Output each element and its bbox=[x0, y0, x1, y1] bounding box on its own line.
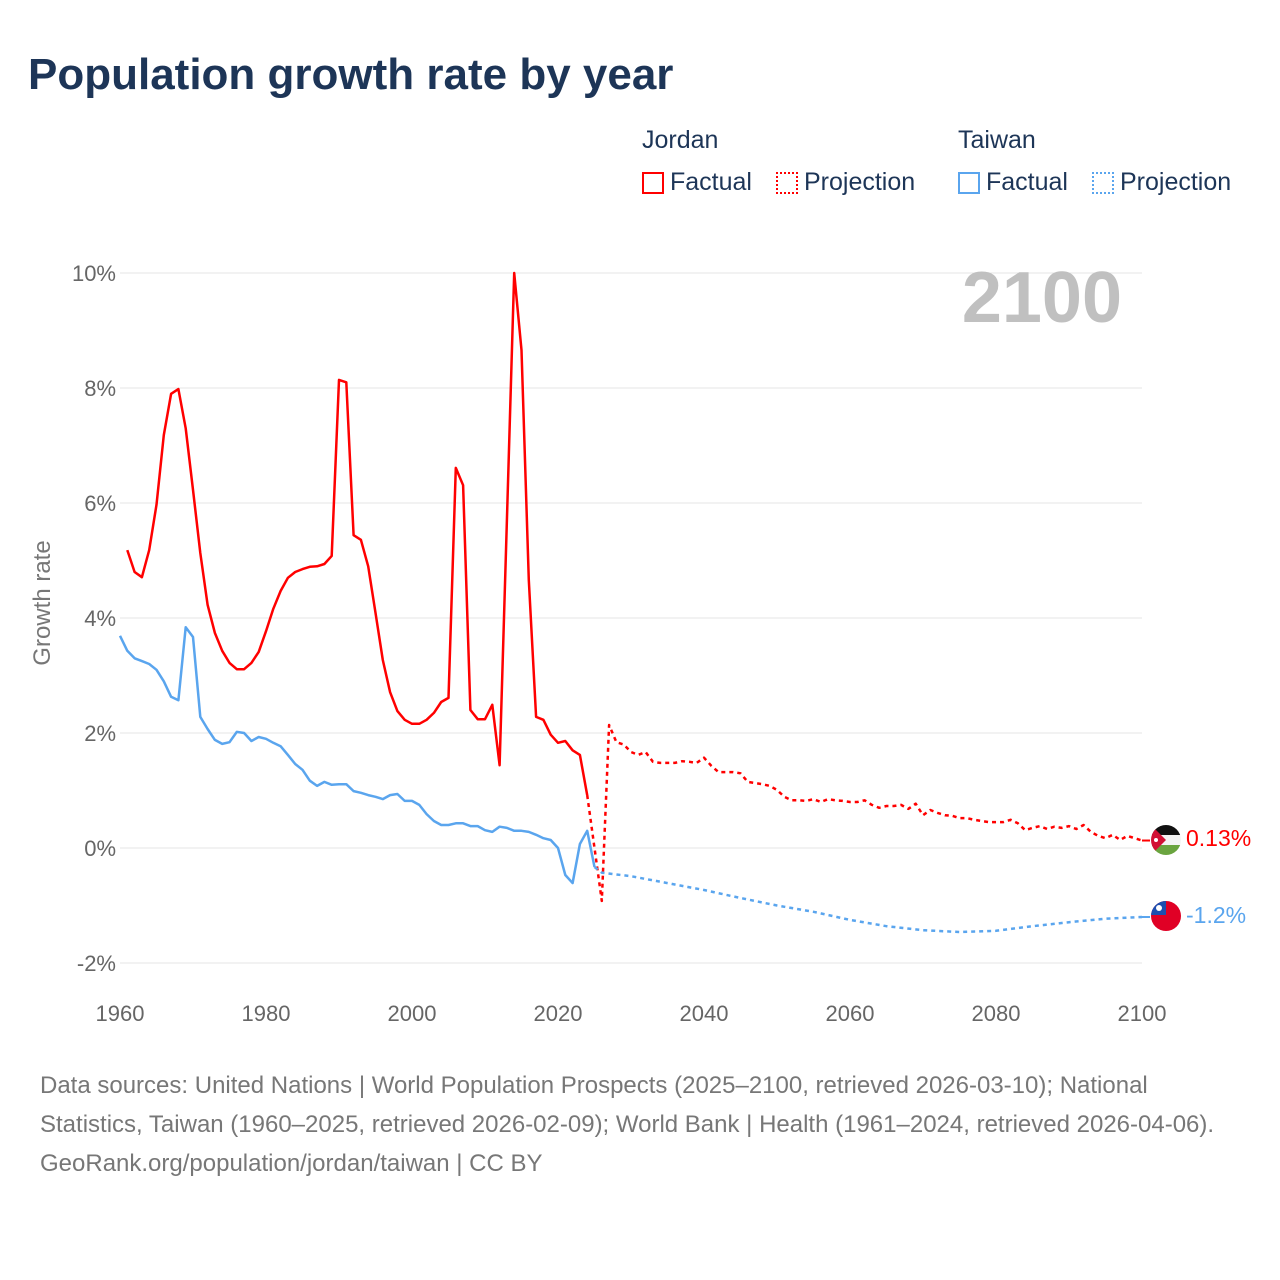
y-tick-label: 8% bbox=[84, 376, 116, 401]
taiwan-factual-line bbox=[118, 625, 596, 885]
taiwan-flag-icon bbox=[1151, 901, 1181, 931]
plot-area: 10% 8% 6% 4% 2% 0% -2% 1960 1980 2000 2020 2040 2060… bbox=[29, 258, 1251, 1026]
x-tick-label: 2040 bbox=[680, 1001, 729, 1026]
x-tick-label: 2060 bbox=[826, 1001, 875, 1026]
data-sources: Data sources: United Nations | World Pop… bbox=[40, 1072, 1215, 1138]
y-tick-label: -2% bbox=[77, 951, 116, 976]
taiwan-end-label: -1.2% bbox=[1186, 902, 1246, 928]
y-tick-label: 4% bbox=[84, 606, 116, 631]
x-tick-label: 2020 bbox=[534, 1001, 583, 1026]
y-tick-label: 2% bbox=[84, 721, 116, 746]
x-tick-label: 1980 bbox=[242, 1001, 291, 1026]
jordan-flag-icon bbox=[1151, 825, 1181, 855]
legend-group-jordan: Jordan bbox=[642, 126, 719, 154]
y-tick-label: 10% bbox=[72, 261, 116, 286]
chart-title: Population growth rate by year bbox=[28, 50, 674, 99]
legend-swatch-dotted bbox=[1092, 171, 1114, 194]
legend-label: Projection bbox=[804, 168, 916, 196]
legend-swatch-solid bbox=[958, 171, 980, 194]
y-tick-label: 0% bbox=[84, 836, 116, 861]
legend-label: Factual bbox=[986, 168, 1068, 196]
jordan-end-label: 0.13% bbox=[1186, 825, 1251, 851]
x-tick-label: 2100 bbox=[1118, 1001, 1167, 1026]
legend-label: Factual bbox=[670, 168, 752, 196]
legend-taiwan-projection[interactable]: Projection bbox=[1092, 168, 1231, 197]
legend-jordan-factual[interactable]: Factual bbox=[642, 168, 752, 197]
chart-footer: Data sources: United Nations | World Pop… bbox=[40, 1066, 1250, 1183]
year-watermark: 2100 bbox=[962, 258, 1122, 338]
y-tick-label: 6% bbox=[84, 491, 116, 516]
y-axis-label: Growth rate bbox=[29, 540, 56, 665]
jordan-projection-line bbox=[585, 723, 1143, 903]
legend-swatch-dotted bbox=[776, 171, 798, 194]
x-tick-label: 2080 bbox=[972, 1001, 1021, 1026]
taiwan-projection-line bbox=[593, 866, 1143, 934]
legend-jordan-projection[interactable]: Projection bbox=[776, 168, 915, 197]
credit-link[interactable]: GeoRank.org/population/jordan/taiwan | C… bbox=[40, 1150, 543, 1177]
x-tick-label: 2000 bbox=[388, 1001, 437, 1026]
legend-label: Projection bbox=[1120, 168, 1232, 196]
x-tick-label: 1960 bbox=[96, 1001, 145, 1026]
legend-group-taiwan: Taiwan bbox=[958, 126, 1036, 154]
jordan-factual-line bbox=[126, 271, 589, 796]
legend-swatch-solid bbox=[642, 171, 664, 194]
legend-taiwan-factual[interactable]: Factual bbox=[958, 168, 1068, 197]
